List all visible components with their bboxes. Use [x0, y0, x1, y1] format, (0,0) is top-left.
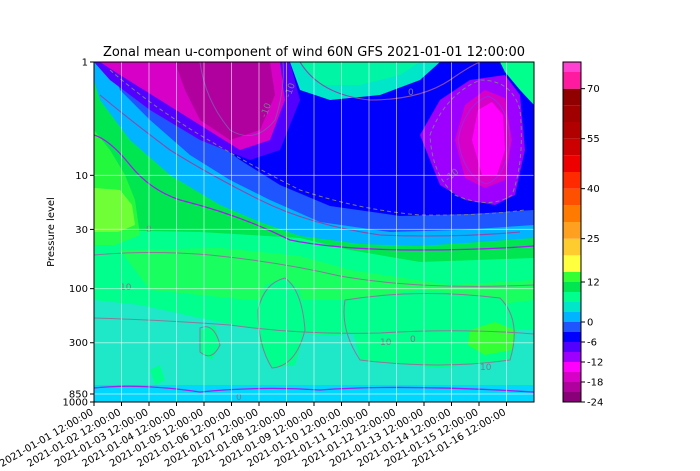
colorbar-tick-label: 70 — [587, 84, 600, 95]
trop-pocket-5 — [150, 365, 165, 385]
contour-label: -10 — [259, 102, 274, 119]
upper-right-core — [472, 102, 505, 175]
y-tick-label: 1 — [82, 58, 88, 69]
y-tick-label: 1000 — [63, 398, 88, 409]
colorbar-segment — [563, 342, 581, 352]
colorbar-segment — [563, 382, 581, 392]
contour-label: 0 — [408, 88, 414, 98]
colorbar-segment — [563, 302, 581, 312]
upper-left-core — [175, 62, 275, 140]
chart-title: Zonal mean u-component of wind 60N GFS 2… — [103, 45, 525, 60]
colorbar-tick-label: 12 — [587, 278, 600, 289]
contour-line — [199, 62, 284, 137]
contour-label: 0 — [410, 335, 416, 345]
colorbar-segment — [563, 155, 581, 172]
colorbar-segment — [563, 138, 581, 156]
colorbar-tick-label: 40 — [587, 184, 600, 195]
left-green-high — [94, 130, 140, 245]
colorbar-segment — [563, 255, 581, 272]
colorbar-segment — [563, 352, 581, 362]
colorbar-tick-label: -24 — [587, 398, 603, 409]
contour-label: 10 — [120, 283, 132, 293]
colorbar-segment — [563, 62, 581, 72]
colorbar-segment — [563, 362, 581, 372]
colorbar-frame — [562, 61, 582, 403]
colorbar-tick-label: 55 — [587, 134, 600, 145]
contour-line — [299, 62, 481, 101]
colorbar-segment — [563, 332, 581, 342]
colorbar-tick-label: -18 — [587, 378, 603, 389]
contour-line — [457, 95, 511, 185]
colorbar-segment — [563, 205, 581, 222]
colorbar-segment — [563, 88, 581, 106]
contour-line — [257, 277, 306, 369]
contour-line — [429, 79, 522, 203]
contour-line — [109, 69, 526, 216]
grid — [94, 62, 534, 402]
trop-pocket-3 — [468, 322, 515, 355]
contour-line — [94, 252, 534, 287]
colorbar-tick-label: -6 — [587, 338, 597, 349]
y-tick-label: 300 — [69, 338, 88, 349]
colorbar-tick-label: 0 — [587, 318, 593, 329]
colorbar-segment — [563, 392, 581, 402]
contour-label: 0 — [236, 393, 242, 403]
mid-top-blue — [300, 62, 420, 85]
colorbar-segment — [563, 372, 581, 382]
y-tick-label: 10 — [75, 171, 88, 182]
contour-line — [343, 292, 515, 366]
colorbar-segment — [563, 122, 581, 139]
colorbar-segment — [563, 222, 581, 239]
colorbar-segment — [563, 292, 581, 302]
contour-line — [94, 317, 534, 335]
colorbar-segment — [563, 238, 581, 256]
contour-lines — [94, 62, 534, 393]
contour-line — [99, 94, 521, 237]
colorbar: 70 55 40 25 12 0 -6 -12 -18 -24 — [562, 61, 603, 409]
colorbar-segment — [563, 282, 581, 292]
trop-pocket-1 — [258, 278, 305, 368]
contour-label: 10 — [480, 363, 492, 373]
colorbar-segment — [563, 312, 581, 322]
top-right-green — [500, 62, 534, 105]
y-tick-label: 850 — [69, 390, 88, 401]
y-axis-label: Pressure level — [46, 197, 57, 267]
colorbar-segment — [563, 105, 581, 122]
y-tick-label: 100 — [69, 284, 88, 295]
colorbar-segment — [563, 72, 581, 89]
colorbar-segment — [563, 272, 581, 282]
contour-line — [94, 134, 534, 251]
y-tick-label: 30 — [75, 225, 88, 236]
contour-label: -10 — [283, 82, 298, 99]
colorbar-segment — [563, 322, 581, 332]
colorbar-segment — [563, 188, 581, 206]
contour-line — [94, 385, 534, 393]
colorbar-tick-label: -12 — [587, 358, 603, 369]
colorbar-tick-label: 25 — [587, 234, 600, 245]
colorbar-segment — [563, 172, 581, 189]
